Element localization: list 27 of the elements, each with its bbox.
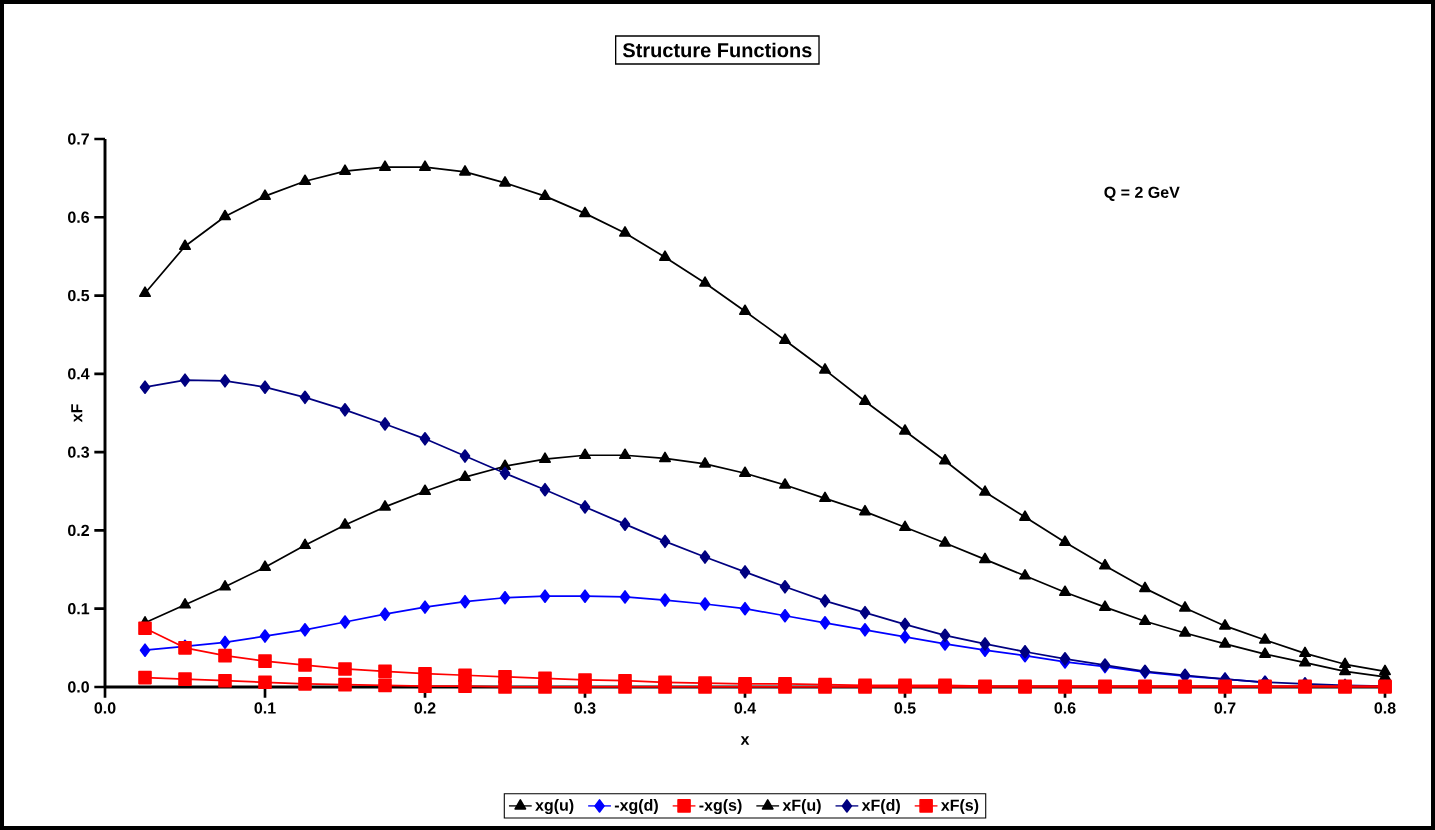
chart-title: Structure Functions xyxy=(622,42,812,58)
y-tick-label: 0.7 xyxy=(68,133,89,145)
x-tick-label: 0.8 xyxy=(1374,702,1396,714)
annotation: Q = 2 GeV xyxy=(1104,186,1180,201)
legend-label: -xg(d) xyxy=(614,799,658,815)
x-tick-label: 0.0 xyxy=(94,702,116,714)
y-tick-label: 0.4 xyxy=(68,368,90,380)
y-tick-label: 0.2 xyxy=(68,524,89,537)
x-tick-label: 0.5 xyxy=(894,702,916,714)
y-axis-title: xF xyxy=(71,404,83,423)
y-tick-label: 0.1 xyxy=(68,603,90,615)
x-tick-label: 0.2 xyxy=(414,702,436,714)
x-tick-label: 0.1 xyxy=(254,702,276,714)
x-axis-title: x xyxy=(740,736,750,745)
y-tick-label: 0.3 xyxy=(68,446,90,458)
y-tick-label: 0.0 xyxy=(68,681,89,693)
x-tick-label: 0.6 xyxy=(1054,702,1076,714)
legend-label: xF(d) xyxy=(861,799,900,815)
y-tick-label: 0.6 xyxy=(68,211,90,223)
legend-label: xF(s) xyxy=(940,799,979,815)
x-tick-label: 0.3 xyxy=(574,702,596,714)
x-tick-label: 0.7 xyxy=(1214,702,1236,714)
x-tick-label: 0.4 xyxy=(734,702,757,714)
legend-label: xg(u) xyxy=(535,799,574,815)
legend-label: -xg(s) xyxy=(699,799,742,815)
legend-label: xF(u) xyxy=(782,799,821,815)
y-tick-label: 0.5 xyxy=(68,289,90,302)
